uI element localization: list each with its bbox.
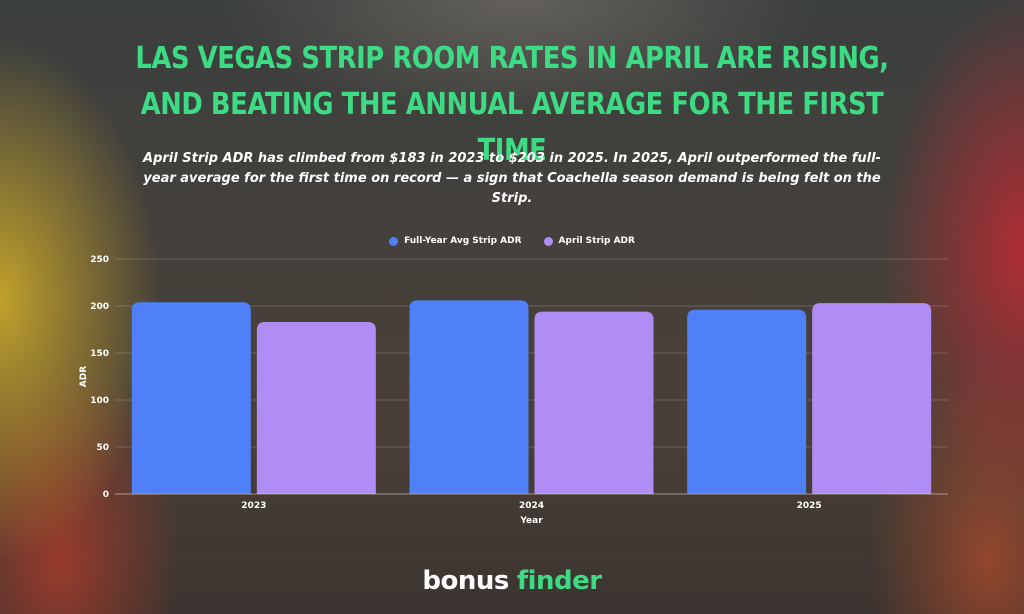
y-tick-label-200: 200 bbox=[90, 302, 109, 312]
logo-text-bonus: bonus bbox=[422, 566, 509, 596]
y-tick-label-250: 250 bbox=[90, 255, 109, 265]
y-tick-label-50: 50 bbox=[96, 443, 109, 453]
bar-2023-series-1 bbox=[131, 302, 251, 494]
legend-item-full-year: Full-Year Avg Strip ADR bbox=[389, 236, 522, 246]
chart-title: Las Vegas Strip room rates in April are … bbox=[135, 41, 889, 168]
chart-subtitle: April Strip ADR has climbed from $183 in… bbox=[143, 151, 881, 206]
legend-label-april: April Strip ADR bbox=[558, 236, 635, 246]
legend-swatch-full-year bbox=[389, 236, 399, 246]
bar-2023-series-2 bbox=[256, 321, 376, 494]
bar-2024-series-2 bbox=[534, 311, 654, 494]
legend-label-full-year: Full-Year Avg Strip ADR bbox=[404, 236, 522, 246]
chart-legend: Full-Year Avg Strip ADR April Strip ADR bbox=[0, 236, 1024, 246]
y-tick-label-100: 100 bbox=[90, 396, 109, 406]
bar-2024-series-1 bbox=[409, 300, 529, 494]
x-axis-label: Year bbox=[519, 516, 543, 526]
y-tick-label-150: 150 bbox=[90, 349, 109, 359]
bonusfinder-logo: bonus finder bbox=[0, 566, 1024, 596]
x-tick-label-2024: 2024 bbox=[519, 501, 544, 511]
y-tick-label-0: 0 bbox=[103, 490, 109, 500]
y-axis-label: ADR bbox=[79, 366, 89, 387]
x-tick-label-2023: 2023 bbox=[241, 501, 266, 511]
legend-swatch-april bbox=[543, 236, 553, 246]
x-tick-label-2025: 2025 bbox=[797, 501, 822, 511]
legend-item-april: April Strip ADR bbox=[543, 236, 635, 246]
bar-2025-series-1 bbox=[687, 309, 807, 494]
logo-text-finder: finder bbox=[516, 566, 602, 596]
bar-2025-series-2 bbox=[812, 303, 932, 494]
